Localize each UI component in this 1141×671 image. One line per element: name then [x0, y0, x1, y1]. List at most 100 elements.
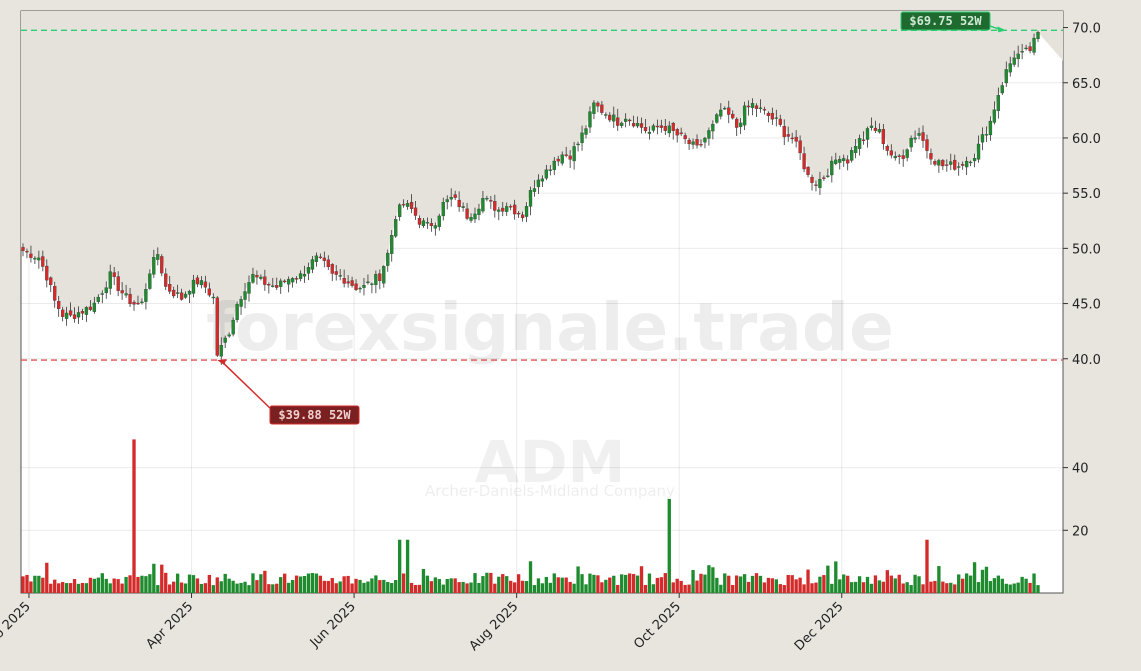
candle-body	[271, 285, 275, 287]
candle-body	[762, 109, 767, 111]
volume-bar	[786, 574, 790, 593]
volume-bar	[564, 577, 568, 593]
volume-bar	[187, 574, 192, 593]
candle-body	[275, 285, 279, 288]
volume-bar	[941, 581, 945, 593]
volume-bar	[409, 582, 414, 593]
volume-bar	[695, 580, 699, 593]
volume-bar	[742, 574, 747, 593]
candle-body	[239, 299, 243, 307]
candle-body	[57, 301, 61, 310]
volume-bar	[750, 575, 755, 593]
candle-body	[263, 276, 267, 285]
candle-body	[600, 104, 604, 113]
time-tick-label: Jun 2025	[307, 599, 359, 651]
time-tick-label: Feb 2025	[0, 599, 34, 652]
candle-body	[175, 292, 180, 294]
candle-body	[695, 139, 699, 146]
volume-bar	[980, 569, 985, 593]
candle-body	[318, 256, 323, 259]
volume-bar	[283, 573, 287, 593]
volume-tick-label: 20	[1072, 524, 1089, 539]
volume-bar	[168, 584, 172, 593]
volume-bar	[608, 577, 612, 593]
volume-bar	[290, 579, 295, 593]
volume-bar	[501, 574, 505, 593]
candle-body	[1008, 63, 1012, 73]
volume-bar	[41, 577, 45, 593]
volume-bar	[49, 583, 53, 593]
candle-body	[481, 198, 485, 212]
candle-body	[148, 273, 152, 289]
volume-bar	[386, 581, 390, 593]
candle-body	[445, 199, 449, 203]
candle-body	[838, 158, 842, 163]
volume-bar	[76, 583, 81, 593]
volume-bar	[1012, 583, 1016, 593]
time-tick-label: Apr 2025	[144, 599, 197, 652]
candle-body	[374, 274, 378, 285]
watermark-ticker: ADM	[475, 428, 626, 496]
candle-body	[548, 169, 552, 171]
candle-body	[627, 119, 632, 122]
volume-bar	[128, 575, 132, 593]
candle-body	[544, 169, 549, 179]
volume-bar	[735, 575, 739, 593]
volume-bar	[616, 584, 620, 593]
candle-body	[786, 134, 790, 137]
candle-body	[635, 123, 640, 127]
candle-body	[675, 129, 679, 136]
volume-bar	[294, 575, 299, 593]
volume-bar	[251, 573, 255, 593]
candle-body	[302, 273, 307, 277]
volume-bar	[849, 582, 854, 593]
candle-body	[608, 114, 612, 121]
volume-bar	[96, 577, 100, 593]
volume-bar	[108, 583, 112, 593]
candle-body	[160, 256, 164, 274]
volume-bar	[211, 585, 215, 593]
candle-body	[1024, 47, 1028, 50]
volume-bar	[727, 575, 731, 593]
candle-body	[80, 311, 85, 314]
candle-body	[96, 296, 100, 302]
candle-body	[711, 123, 715, 132]
volume-bar	[830, 583, 834, 593]
candle-body	[1032, 37, 1036, 53]
volume-bar	[782, 585, 786, 593]
volume-bar	[659, 577, 664, 593]
volume-bar	[600, 582, 604, 593]
candle-body	[21, 247, 25, 251]
candle-body	[322, 257, 326, 261]
candle-body	[294, 278, 299, 280]
candle-body	[441, 201, 445, 217]
volume-bar	[834, 561, 838, 593]
volume-bar	[358, 579, 362, 593]
volume-bar	[814, 582, 818, 593]
candle-body	[223, 337, 227, 343]
candle-body	[473, 213, 477, 220]
volume-bar	[556, 577, 560, 593]
candle-body	[953, 159, 957, 170]
candle-body	[386, 252, 390, 266]
volume-bar	[441, 584, 445, 593]
volume-bar	[457, 582, 461, 593]
volume-bar	[806, 569, 810, 593]
candle-body	[437, 215, 441, 227]
volume-bar	[37, 575, 41, 593]
candle-body	[917, 133, 921, 136]
candle-body	[612, 114, 616, 122]
volume-bar	[370, 578, 374, 593]
volume-bar	[548, 582, 552, 593]
candle-body	[663, 126, 667, 131]
candle-body	[556, 158, 560, 162]
volume-bar	[651, 584, 656, 593]
volume-bar	[425, 575, 430, 593]
candle-body	[671, 122, 675, 131]
candle-body	[707, 130, 711, 139]
volume-bar	[354, 578, 358, 593]
volume-bar	[865, 576, 870, 593]
volume-bar	[144, 576, 148, 593]
volume-bar	[1004, 583, 1008, 593]
candle-body	[774, 117, 778, 119]
